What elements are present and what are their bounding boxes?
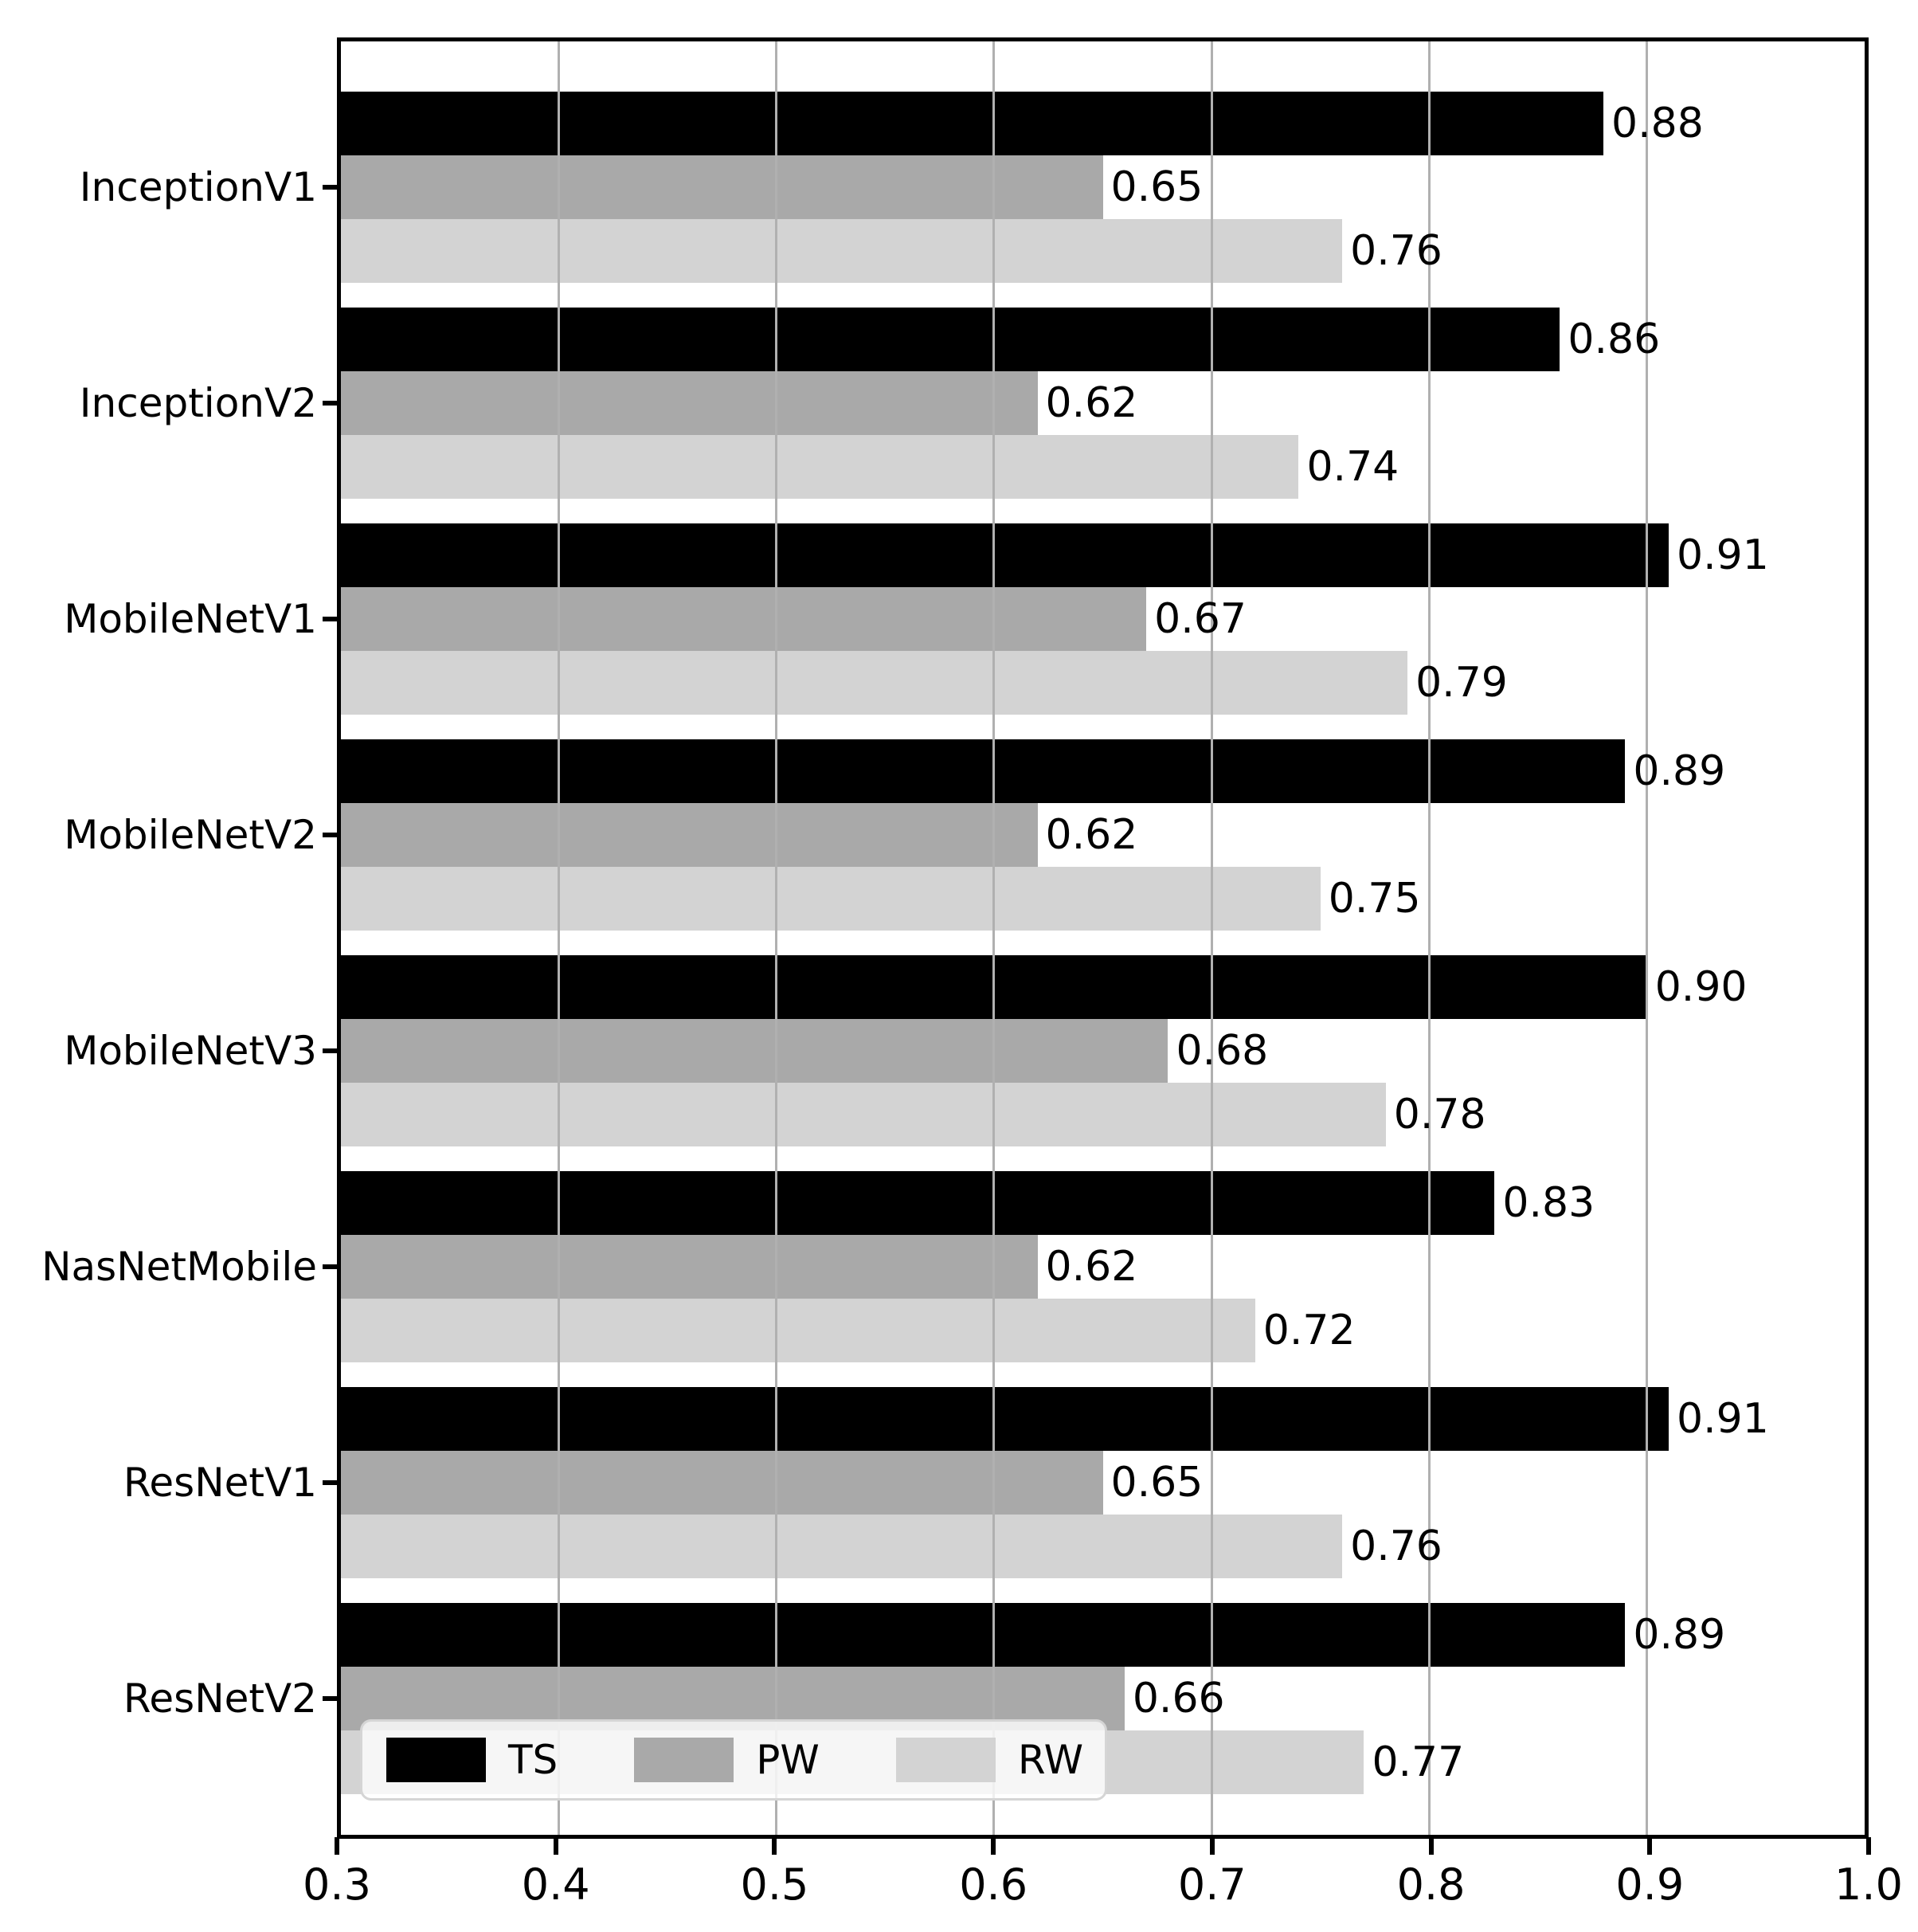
category-label-mobilenetv2: MobileNetV2 [64, 812, 317, 858]
bar-value-label: 0.91 [1677, 1395, 1769, 1443]
bar-rw-mobilenetv3 [341, 1083, 1386, 1146]
bar-value-label: 0.88 [1611, 100, 1704, 147]
bar-rw-mobilenetv2 [341, 867, 1321, 931]
bar-value-label: 0.62 [1045, 379, 1138, 427]
bar-ts-mobilenetv2 [341, 739, 1626, 803]
bar-rw-resnetv1 [341, 1515, 1343, 1578]
bar-value-label: 0.77 [1372, 1738, 1465, 1786]
bar-rw-inceptionv2 [341, 435, 1299, 499]
category-label-resnetv2: ResNetV2 [123, 1675, 317, 1722]
x-tick-label: 0.4 [521, 1860, 590, 1910]
y-tick-mark [323, 185, 337, 190]
bar-ts-inceptionv1 [341, 92, 1604, 155]
x-tick-mark [553, 1837, 558, 1855]
bar-value-label: 0.67 [1154, 595, 1247, 643]
x-tick-mark [772, 1837, 777, 1855]
bar-ts-resnetv2 [341, 1603, 1626, 1667]
legend-label: PW [756, 1737, 820, 1783]
bar-value-label: 0.78 [1393, 1091, 1486, 1138]
legend-patch-rw [895, 1738, 996, 1782]
x-tick-label: 0.9 [1615, 1860, 1685, 1910]
bar-pw-inceptionv1 [341, 155, 1103, 219]
x-tick-mark [1647, 1837, 1653, 1855]
x-tick-mark [991, 1837, 996, 1855]
y-tick-mark [323, 1048, 337, 1053]
legend-patch-ts [386, 1738, 486, 1782]
bar-value-label: 0.89 [1633, 1611, 1726, 1659]
gridline [1427, 41, 1431, 1835]
bar-value-label: 0.83 [1502, 1179, 1595, 1227]
bar-value-label: 0.62 [1045, 811, 1138, 859]
category-label-inceptionv1: InceptionV1 [79, 164, 317, 210]
y-tick-mark [323, 617, 337, 621]
x-tick-label: 0.8 [1396, 1860, 1466, 1910]
x-tick-label: 0.5 [740, 1860, 809, 1910]
bar-value-label: 0.74 [1306, 443, 1399, 491]
legend-item-pw: PW [634, 1737, 820, 1783]
legend-label: RW [1017, 1737, 1084, 1783]
category-label-mobilenetv3: MobileNetV3 [64, 1028, 317, 1074]
bar-value-label: 0.66 [1132, 1675, 1225, 1722]
x-tick-label: 0.6 [959, 1860, 1028, 1910]
bar-pw-inceptionv2 [341, 371, 1038, 435]
category-label-resnetv1: ResNetV1 [123, 1460, 317, 1506]
bar-pw-mobilenetv1 [341, 587, 1147, 651]
bar-value-label: 0.86 [1568, 315, 1661, 363]
y-tick-mark [323, 833, 337, 837]
y-tick-mark [323, 1264, 337, 1269]
bar-value-label: 0.75 [1328, 875, 1421, 923]
legend-label: TS [508, 1737, 558, 1783]
plot-area: 0.88 0.65 0.76 0.86 0.62 0.74 0.91 0.67 0.79 0.89… [337, 37, 1869, 1839]
bar-value-label: 0.65 [1110, 163, 1204, 211]
bar-pw-mobilenetv3 [341, 1019, 1168, 1083]
bar-value-label: 0.65 [1110, 1459, 1204, 1507]
bar-rw-inceptionv1 [341, 219, 1343, 283]
x-tick-mark [1866, 1837, 1871, 1855]
bar-value-label: 0.90 [1654, 963, 1748, 1011]
bar-pw-mobilenetv2 [341, 803, 1038, 867]
legend-item-rw: RW [895, 1737, 1084, 1783]
bar-ts-mobilenetv1 [341, 523, 1669, 587]
y-tick-mark [323, 1696, 337, 1701]
bar-value-label: 0.89 [1633, 747, 1726, 795]
x-tick-mark [1428, 1837, 1434, 1855]
legend-item-ts: TS [386, 1737, 558, 1783]
category-label-inceptionv2: InceptionV2 [79, 380, 317, 426]
x-tick-mark [335, 1837, 339, 1855]
bar-ts-resnetv1 [341, 1387, 1669, 1451]
bar-pw-nasnetmobile [341, 1235, 1038, 1299]
y-tick-mark [323, 401, 337, 406]
x-tick-mark [1209, 1837, 1215, 1855]
bar-value-label: 0.68 [1176, 1027, 1269, 1075]
bar-value-label: 0.62 [1045, 1243, 1138, 1291]
legend: TS PW RW [360, 1719, 1107, 1801]
bar-pw-resnetv1 [341, 1451, 1103, 1515]
gridline [1210, 41, 1213, 1835]
legend-patch-pw [634, 1738, 734, 1782]
gridline [1646, 41, 1649, 1835]
bar-value-label: 0.79 [1415, 659, 1508, 707]
y-tick-mark [323, 1480, 337, 1485]
gridline [557, 41, 560, 1835]
bar-value-label: 0.76 [1350, 1522, 1442, 1570]
category-label-mobilenetv1: MobileNetV1 [64, 596, 317, 642]
x-tick-label: 1.0 [1834, 1860, 1903, 1910]
x-tick-label: 0.7 [1177, 1860, 1247, 1910]
gridline [992, 41, 996, 1835]
gridline [775, 41, 778, 1835]
bar-ts-nasnetmobile [341, 1171, 1495, 1235]
bar-value-label: 0.72 [1262, 1307, 1356, 1354]
bar-value-label: 0.91 [1677, 531, 1769, 579]
bar-rw-mobilenetv1 [341, 651, 1408, 715]
category-label-nasnetmobile: NasNetMobile [41, 1244, 317, 1290]
bar-rw-nasnetmobile [341, 1299, 1255, 1362]
x-tick-label: 0.3 [303, 1860, 371, 1910]
bar-ts-inceptionv2 [341, 308, 1560, 371]
bar-value-label: 0.76 [1350, 227, 1442, 275]
